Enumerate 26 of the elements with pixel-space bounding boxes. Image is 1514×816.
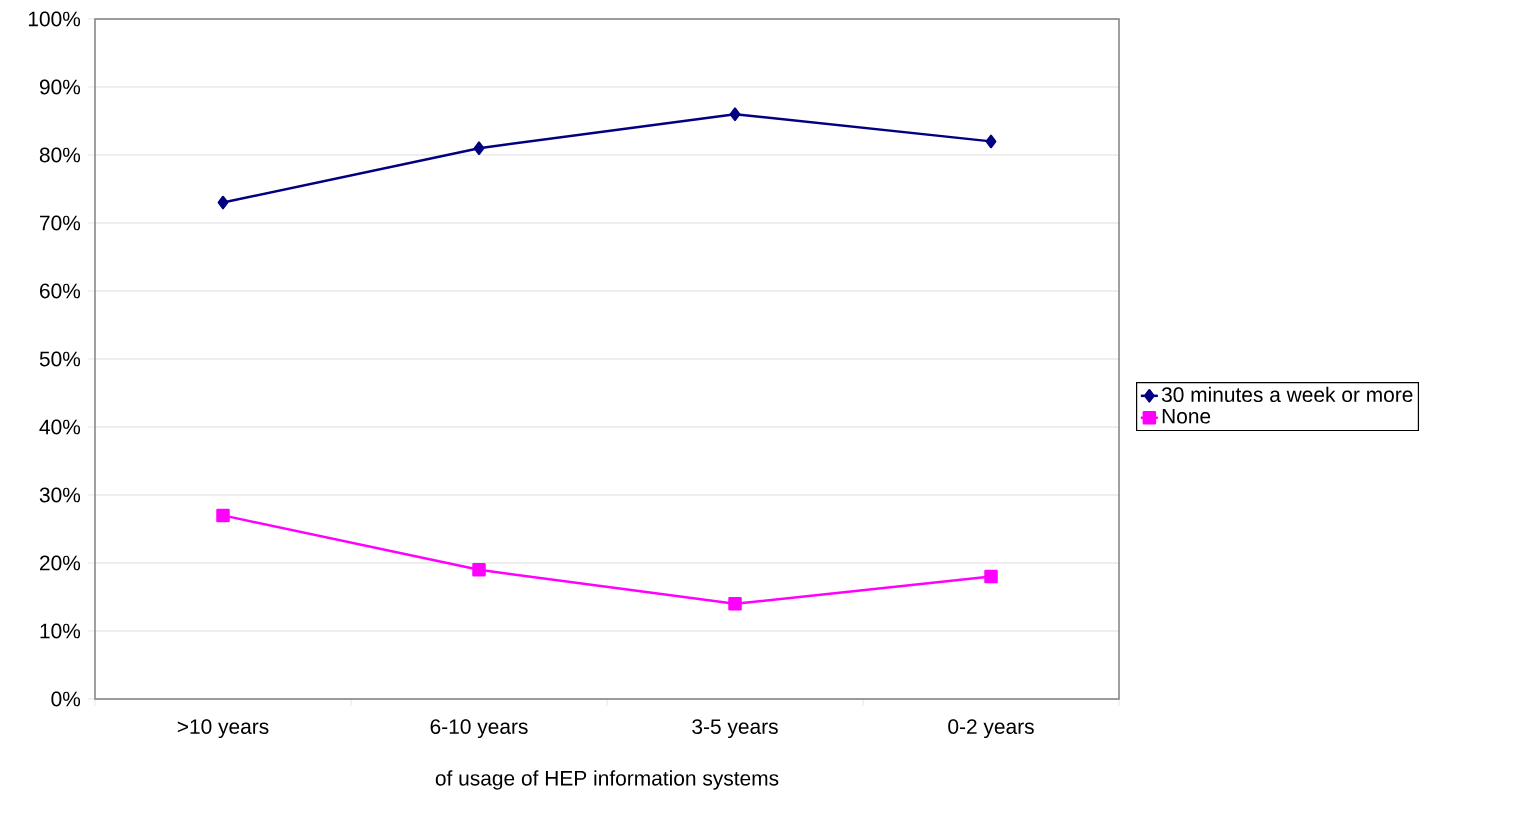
point [984, 569, 998, 584]
x-tick-label: 6-10 years [430, 719, 528, 739]
y-tick-label: 20% [40, 555, 81, 571]
x-tick-label: 0-2 years [948, 719, 1034, 739]
x-tick-label: >10 years [177, 719, 269, 739]
legend-label: 30 minutes a week or more [1161, 386, 1413, 403]
x-tick-label: 3-5 years [692, 719, 778, 739]
y-tick-label: 60% [40, 283, 81, 299]
point [728, 597, 742, 611]
y-tick-label: 0% [51, 691, 81, 707]
y-tick-label: 70% [40, 215, 81, 231]
y-tick-label: 10% [40, 623, 81, 639]
point [472, 563, 486, 577]
y-tick-label: 40% [39, 419, 81, 435]
y-tick-label: 30% [39, 487, 81, 503]
legend-label: None [1162, 408, 1211, 424]
point [729, 107, 741, 121]
y-tick-label: 80% [39, 147, 81, 163]
point [216, 508, 230, 523]
point [985, 134, 997, 149]
point [217, 195, 229, 210]
y-tick-label: 90% [39, 79, 81, 95]
x-axis-title: of usage of HEP information systems [435, 770, 779, 790]
point [473, 141, 485, 155]
y-tick-label: 50% [39, 351, 81, 367]
y-tick-label: 100% [28, 11, 81, 27]
